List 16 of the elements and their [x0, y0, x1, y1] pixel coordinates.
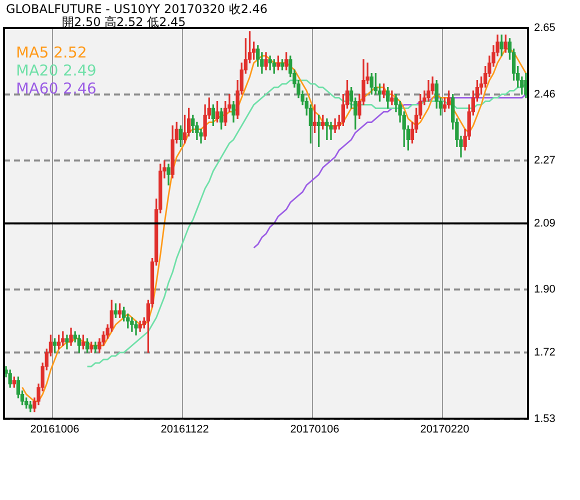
y-tick-label: 2.65	[534, 22, 556, 34]
y-tick-label: 2.46	[534, 88, 556, 100]
x-tick-label: 20161006	[30, 423, 80, 436]
chart-title: GLOBALFUTURE - US10YY 20170320 收2.46	[6, 1, 268, 16]
chart-subtitle: 開2.50 高2.52 低2.45	[62, 14, 186, 31]
text: MA5 2.52	[16, 43, 87, 62]
x-tick-label: 20170106	[290, 423, 340, 436]
candlestick	[329, 122, 333, 140]
y-tick-label: 2.27	[534, 154, 556, 167]
candlestick	[325, 118, 329, 140]
y-tick-label: 1.90	[534, 284, 556, 296]
y-tick-label: 2.09	[534, 217, 556, 230]
x-tick-label: 20161122	[160, 423, 209, 436]
x-tick-label: 20170220	[420, 423, 470, 436]
y-tick-label: 1.72	[534, 346, 556, 359]
y-tick-label: 1.53	[534, 412, 556, 425]
